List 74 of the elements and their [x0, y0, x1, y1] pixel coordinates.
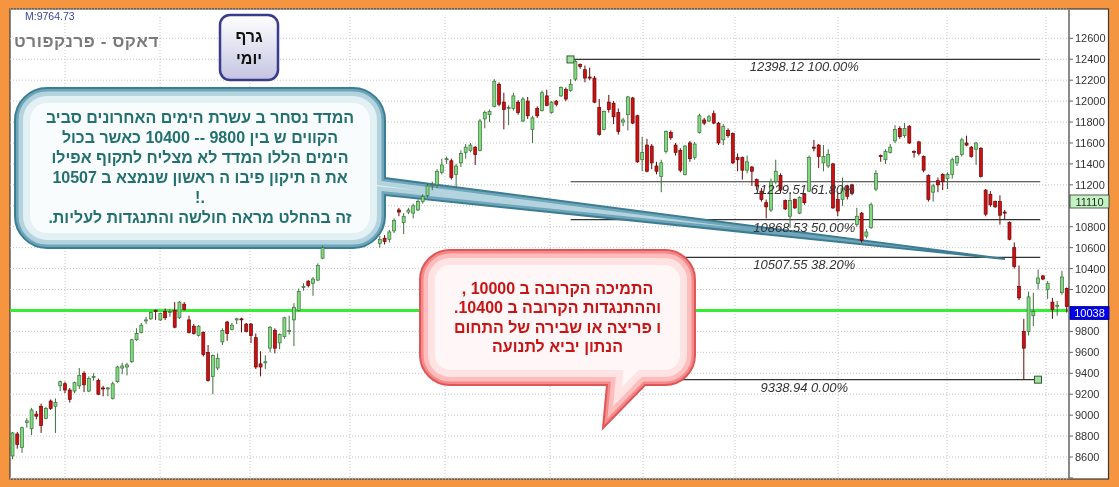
y-tick-label: 10800: [1075, 220, 1106, 233]
annotation: M:9764.73: [25, 10, 75, 22]
candlestick: [144, 316, 148, 325]
y-tick-label: 10400: [1075, 262, 1106, 275]
candlestick: [621, 117, 625, 127]
candlestick: [153, 308, 158, 321]
text: 11110: [1075, 195, 1104, 208]
candlestick: [750, 165, 754, 187]
candlestick: [626, 95, 630, 131]
y-tick-label: 10600: [1075, 241, 1106, 254]
candlestick: [530, 115, 535, 144]
candlestick: [473, 145, 478, 166]
ref-line-label: 12398.12 100.00%: [749, 59, 859, 75]
y-tick-label: 11800: [1075, 115, 1105, 128]
candlestick: [664, 129, 668, 154]
candlestick: [1012, 241, 1017, 270]
candlestick: [874, 169, 878, 192]
candlestick: [721, 123, 726, 146]
y-tick-label: 8600: [1075, 450, 1100, 463]
candlestick: [268, 325, 272, 353]
ref-line-label: 10507.55 38.20%: [753, 257, 856, 273]
text: דאקס - פרנקפורט: [14, 32, 159, 52]
candlestick: [688, 140, 692, 163]
candlestick: [1036, 269, 1040, 291]
annotation: המדד נסחר ב עשרת הימים האחרונים סביב הקווים ש בין 9800 -- 10400 כאשר בכול הימים הללו המדד לא מצליח לתקוף אפילו את ה תיקון פיבו ה ראשון שנמצא ב 10507 .! זה בהחלט מראה חולשה והתנגדות לעליות.: [45, 108, 355, 228]
candlestick: [697, 113, 702, 135]
y-tick-label: 9600: [1075, 346, 1100, 359]
y-tick-label: 12400: [1075, 53, 1106, 66]
candlestick: [816, 143, 821, 169]
y-tick-label: 11200: [1075, 178, 1105, 191]
candlestick: [649, 143, 654, 170]
candlestick: [449, 158, 454, 181]
candlestick: [397, 207, 401, 217]
y-tick-label: 9000: [1075, 409, 1100, 422]
candlestick: [869, 202, 873, 230]
candlestick: [1021, 318, 1026, 381]
candlestick: [1050, 297, 1055, 320]
candlestick: [172, 301, 177, 329]
text: גרף יומי: [234, 26, 264, 69]
candlestick: [1017, 264, 1021, 301]
candlestick: [454, 163, 458, 189]
y-tick-label: 9200: [1075, 388, 1100, 401]
y-tick-label: 12600: [1075, 32, 1106, 45]
y-tick-label: 9400: [1075, 367, 1100, 380]
candlestick: [273, 327, 277, 354]
candlestick: [20, 426, 24, 454]
candlestick: [659, 159, 664, 193]
candlestick: [764, 199, 769, 219]
candlestick: [168, 308, 172, 318]
y-tick-label: 12200: [1075, 74, 1106, 87]
candlestick: [573, 58, 578, 82]
candlestick: [401, 212, 406, 235]
candlestick: [540, 90, 544, 113]
annotation: התמיכה הקרובה ב 10000 , וההתנגדות הקרובה ב 10400. ו פריצה או שבירה של התחום הנתון יביא לתנועה: [453, 278, 662, 357]
y-tick-label: 8800: [1075, 429, 1100, 442]
y-tick-label: 12000: [1075, 95, 1106, 108]
y-tick-label: 10200: [1075, 283, 1106, 296]
text: 10038: [1074, 307, 1105, 319]
candlestick: [521, 96, 525, 123]
y-tick-label: 9800: [1075, 325, 1100, 338]
y-tick-label: 11600: [1075, 136, 1105, 149]
candlestick: [1064, 286, 1069, 314]
ref-line-label: 9338.94 0.00%: [760, 379, 848, 395]
candlestick: [10, 431, 15, 460]
candlestick: [29, 407, 34, 436]
candlestick: [821, 144, 826, 172]
candlestick: [1060, 270, 1064, 296]
candlestick: [82, 370, 86, 393]
candlestick: [854, 207, 859, 228]
candlestick: [959, 137, 964, 158]
candlestick: [525, 96, 530, 120]
candlestick: [53, 397, 58, 434]
y-tick-label: 11400: [1075, 157, 1105, 170]
candlestick: [640, 136, 645, 172]
